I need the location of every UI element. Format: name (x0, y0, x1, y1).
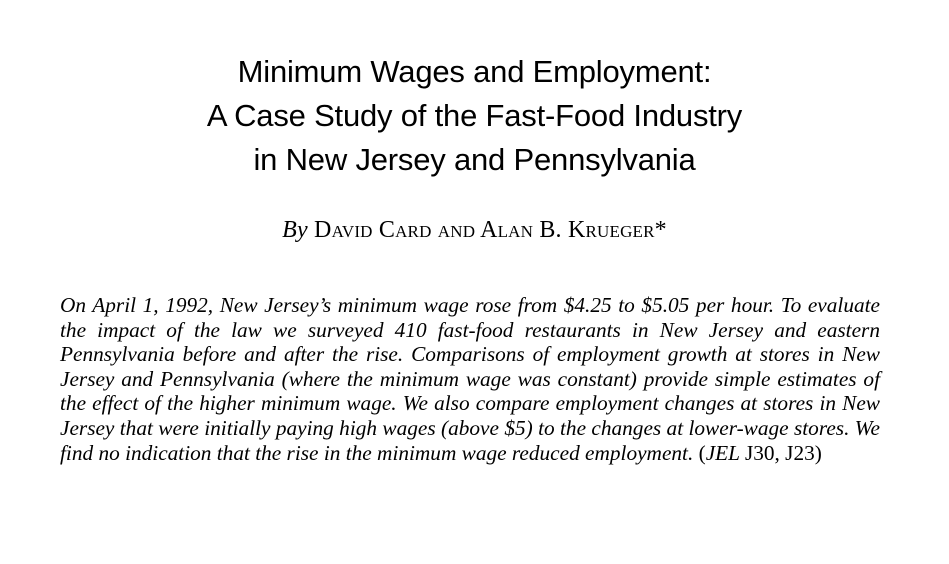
title-line-1: Minimum Wages and Employment: (237, 54, 712, 89)
author-byline: By David Card and Alan B. Krueger* (0, 215, 949, 245)
title-line-3: in New Jersey and Pennsylvania (253, 142, 696, 177)
paper-title: Minimum Wages and Employment: A Case Stu… (0, 50, 949, 182)
byline-by: By (282, 217, 308, 243)
jel-label: JEL (705, 440, 740, 465)
byline-authors: David Card and Alan B. Krueger* (314, 217, 667, 243)
abstract-body: On April 1, 1992, New Jersey’s minimum w… (60, 293, 880, 465)
jel-codes: J30, J23) (744, 440, 822, 465)
jel-open-paren: ( (698, 440, 706, 465)
title-line-2: A Case Study of the Fast-Food Industry (206, 98, 743, 133)
abstract: On April 1, 1992, New Jersey’s minimum w… (60, 293, 880, 465)
